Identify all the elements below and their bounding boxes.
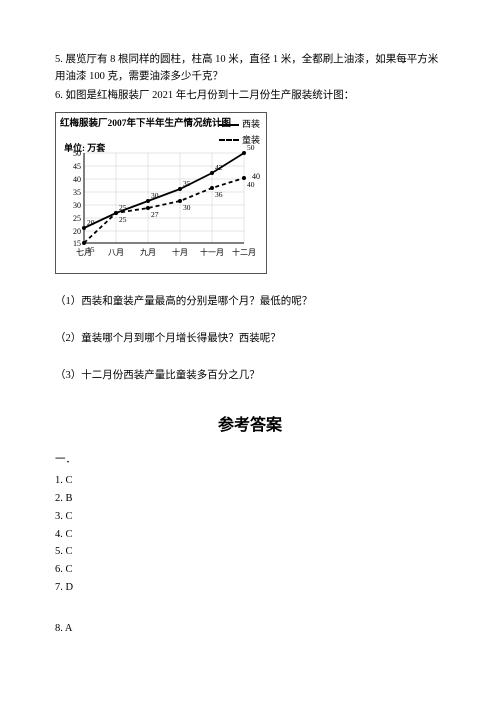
svg-text:36: 36 bbox=[215, 190, 223, 199]
svg-text:30: 30 bbox=[151, 191, 159, 200]
svg-text:50: 50 bbox=[73, 149, 81, 158]
svg-text:35: 35 bbox=[73, 188, 81, 197]
svg-text:35: 35 bbox=[183, 179, 191, 188]
svg-text:50: 50 bbox=[247, 143, 255, 152]
svg-text:45: 45 bbox=[73, 162, 81, 171]
answer-item: 4. C bbox=[55, 527, 445, 544]
answer-item: 5. C bbox=[55, 544, 445, 561]
svg-text:20: 20 bbox=[73, 227, 81, 236]
svg-text:十月: 十月 bbox=[172, 247, 188, 257]
sub-question-1: （1）西装和童装产量最高的分别是哪个月？最低的呢？ bbox=[55, 294, 445, 311]
answers-list: 1. C2. B3. C4. C5. C6. C7. D bbox=[55, 473, 445, 597]
legend-label-1: 西装 bbox=[242, 117, 260, 131]
answer-item: 2. B bbox=[55, 491, 445, 508]
svg-text:30: 30 bbox=[183, 203, 191, 212]
svg-text:25: 25 bbox=[73, 214, 81, 223]
legend-dash-line bbox=[219, 139, 239, 141]
sub-question-3: （3）十二月份西装产量比童装多百分之几？ bbox=[55, 368, 445, 385]
chart-plot: 5045403530252015七月八月九月十月十一月十二月2025303542… bbox=[84, 153, 244, 243]
answer-item: 7. D bbox=[55, 580, 445, 597]
svg-text:40: 40 bbox=[73, 175, 81, 184]
answer-item: 6. C bbox=[55, 562, 445, 579]
section-1-label: 一． bbox=[55, 452, 445, 469]
svg-text:十一月: 十一月 bbox=[200, 247, 224, 257]
svg-text:40: 40 bbox=[247, 180, 255, 189]
svg-text:42: 42 bbox=[215, 163, 223, 172]
svg-text:九月: 九月 bbox=[140, 248, 156, 257]
question-6: 6. 如图是红梅服装厂 2021 年七月份到十二月份生产服装统计图： bbox=[55, 88, 445, 105]
sub-question-2: （2）童装哪个月到哪个月增长得最快？西装呢？ bbox=[55, 331, 445, 348]
chart-title: 红梅服装厂2007年下半年生产情况统计图 bbox=[60, 117, 231, 132]
answers-heading: 参考答案 bbox=[55, 413, 445, 439]
svg-text:15: 15 bbox=[87, 245, 95, 254]
chart-container: 红梅服装厂2007年下半年生产情况统计图 西装 童装 单位: 万套 504540… bbox=[55, 112, 445, 274]
svg-text:20: 20 bbox=[87, 218, 95, 227]
answer-8: 8. A bbox=[55, 621, 445, 638]
legend-solid-line bbox=[219, 124, 239, 126]
svg-text:十二月: 十二月 bbox=[232, 247, 256, 257]
svg-text:30: 30 bbox=[73, 201, 81, 210]
svg-text:25: 25 bbox=[119, 203, 127, 212]
svg-text:27: 27 bbox=[151, 210, 159, 219]
svg-text:25: 25 bbox=[119, 215, 127, 224]
answer-item: 1. C bbox=[55, 473, 445, 490]
chart: 红梅服装厂2007年下半年生产情况统计图 西装 童装 单位: 万套 504540… bbox=[55, 112, 267, 274]
question-5: 5. 展览厅有 8 根同样的圆柱，柱高 10 米，直径 1 米，全都刷上油漆，如… bbox=[55, 52, 445, 86]
answer-item: 3. C bbox=[55, 509, 445, 526]
svg-text:八月: 八月 bbox=[108, 248, 124, 257]
svg-text:40: 40 bbox=[252, 172, 260, 181]
svg-text:15: 15 bbox=[73, 239, 81, 248]
